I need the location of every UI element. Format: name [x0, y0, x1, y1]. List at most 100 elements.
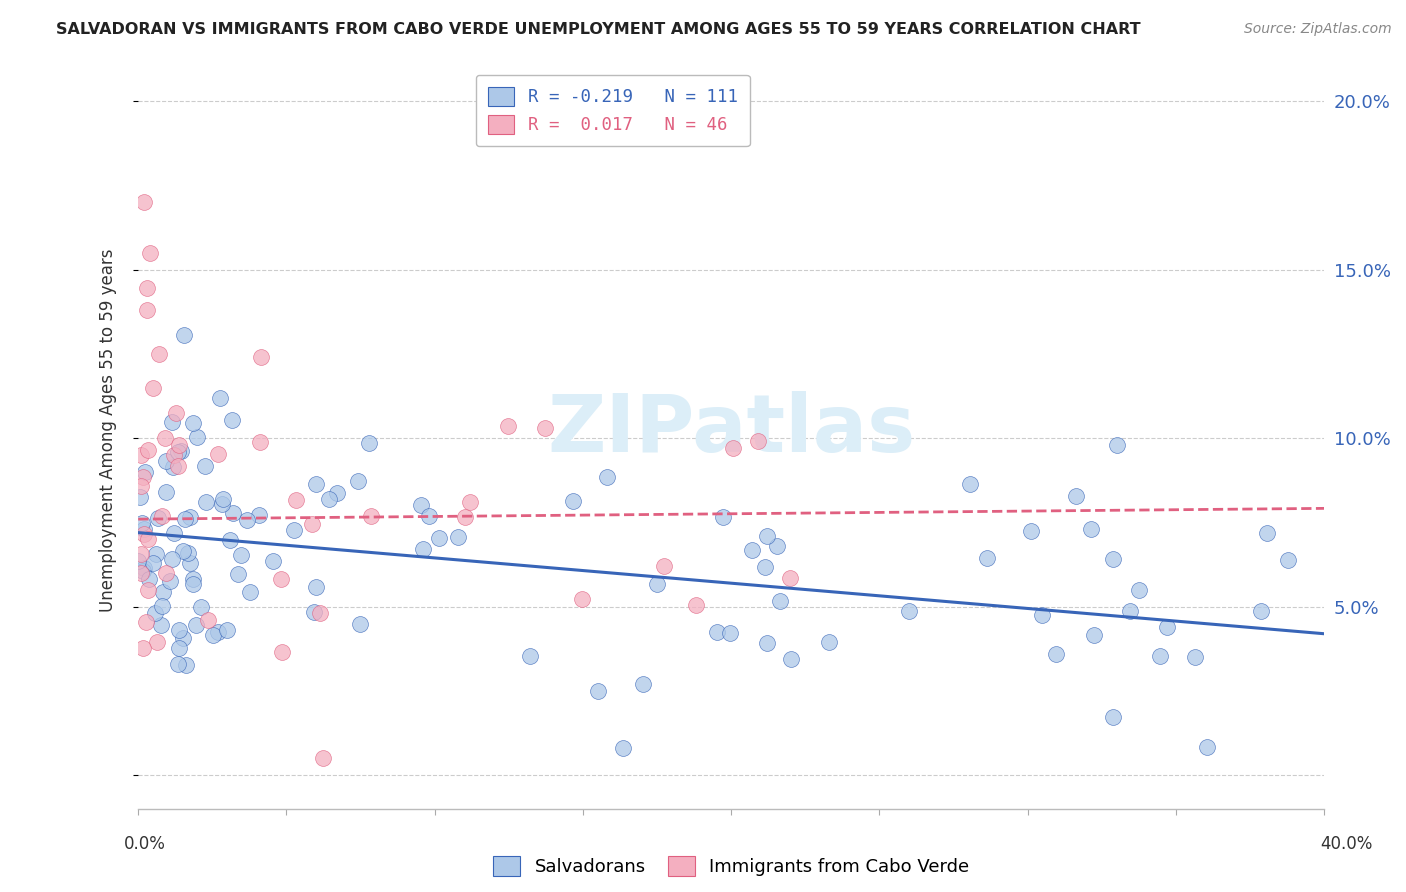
Point	[145, 547, 167, 561]
Point	[195, 495, 218, 509]
Point	[135, 281, 157, 295]
Point	[301, 516, 323, 531]
Point	[302, 606, 325, 620]
Point	[181, 577, 204, 591]
Point	[218, 533, 240, 548]
Point	[165, 406, 187, 420]
Point	[177, 546, 200, 560]
Point	[155, 485, 177, 500]
Point	[132, 565, 155, 579]
Point	[166, 445, 188, 459]
Point	[612, 740, 634, 755]
Point	[146, 635, 169, 649]
Point	[898, 605, 921, 619]
Point	[215, 623, 238, 637]
Point	[756, 636, 779, 650]
Point	[1102, 709, 1125, 723]
Point	[311, 751, 333, 765]
Point	[150, 599, 173, 613]
Point	[458, 495, 481, 509]
Point	[305, 476, 328, 491]
Point	[453, 510, 475, 524]
Point	[747, 434, 769, 449]
Point	[1197, 740, 1219, 755]
Point	[169, 641, 191, 656]
Point	[184, 618, 207, 632]
Point	[160, 415, 183, 429]
Point	[209, 391, 232, 405]
Point	[741, 543, 763, 558]
Text: ZIPatlas: ZIPatlas	[547, 391, 915, 469]
Point	[136, 303, 159, 318]
Text: 40.0%: 40.0%	[1320, 835, 1372, 853]
Point	[1128, 582, 1150, 597]
Point	[239, 585, 262, 599]
Point	[211, 497, 233, 511]
Point	[207, 625, 229, 640]
Point	[129, 490, 152, 504]
Point	[129, 479, 152, 493]
Point	[132, 521, 155, 535]
Point	[221, 413, 243, 427]
Point	[1156, 620, 1178, 634]
Point	[186, 430, 208, 444]
Point	[207, 447, 229, 461]
Point	[1277, 553, 1299, 567]
Point	[129, 547, 152, 561]
Point	[132, 470, 155, 484]
Point	[152, 585, 174, 599]
Point	[194, 458, 217, 473]
Point	[706, 624, 728, 639]
Point	[167, 657, 190, 671]
Point	[150, 508, 173, 523]
Point	[142, 556, 165, 570]
Point	[139, 246, 162, 260]
Point	[1102, 552, 1125, 566]
Point	[1250, 604, 1272, 618]
Point	[174, 512, 197, 526]
Point	[817, 635, 839, 649]
Point	[153, 431, 176, 445]
Point	[754, 560, 776, 574]
Point	[409, 498, 432, 512]
Point	[765, 539, 787, 553]
Point	[197, 613, 219, 627]
Point	[135, 615, 157, 630]
Point	[129, 448, 152, 462]
Text: SALVADORAN VS IMMIGRANTS FROM CABO VERDE UNEMPLOYMENT AMONG AGES 55 TO 59 YEARS : SALVADORAN VS IMMIGRANTS FROM CABO VERDE…	[56, 22, 1140, 37]
Point	[167, 623, 190, 637]
Point	[325, 486, 347, 500]
Point	[718, 625, 741, 640]
Text: Source: ZipAtlas.com: Source: ZipAtlas.com	[1244, 22, 1392, 37]
Y-axis label: Unemployment Among Ages 55 to 59 years: Unemployment Among Ages 55 to 59 years	[100, 248, 117, 612]
Point	[1031, 607, 1053, 622]
Point	[1083, 628, 1105, 642]
Point	[1045, 648, 1067, 662]
Point	[360, 508, 382, 523]
Point	[1184, 650, 1206, 665]
Point	[309, 606, 332, 620]
Point	[305, 580, 328, 594]
Point	[229, 548, 252, 562]
Point	[201, 628, 224, 642]
Point	[1149, 648, 1171, 663]
Point	[1256, 526, 1278, 541]
Point	[1119, 604, 1142, 618]
Point	[711, 509, 734, 524]
Point	[162, 552, 184, 566]
Legend: Salvadorans, Immigrants from Cabo Verde: Salvadorans, Immigrants from Cabo Verde	[486, 849, 976, 883]
Point	[562, 494, 585, 508]
Point	[138, 572, 160, 586]
Point	[235, 513, 257, 527]
Point	[412, 542, 434, 557]
Point	[586, 683, 609, 698]
Point	[779, 651, 801, 665]
Point	[262, 554, 284, 568]
Point	[283, 523, 305, 537]
Point	[162, 459, 184, 474]
Point	[190, 600, 212, 615]
Point	[148, 347, 170, 361]
Point	[222, 506, 245, 520]
Point	[134, 526, 156, 541]
Point	[172, 544, 194, 558]
